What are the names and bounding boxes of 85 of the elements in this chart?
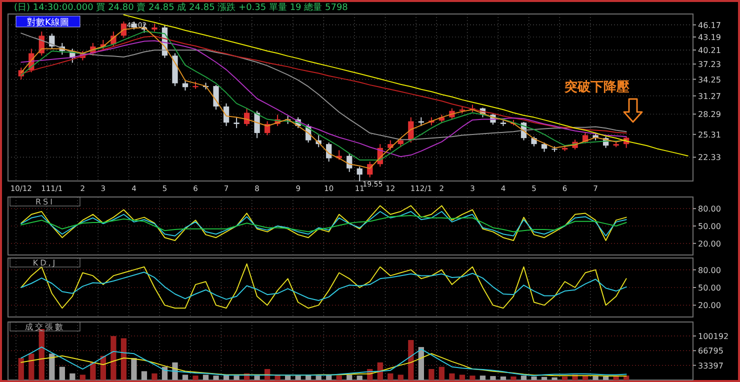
line-series: [123, 14, 688, 156]
candlestick: [326, 142, 332, 162]
line-series: [20, 272, 627, 301]
bar: [202, 374, 209, 380]
bar: [388, 373, 394, 380]
y-tick-label: 20.00: [698, 239, 721, 248]
bar: [592, 376, 598, 380]
y-tick-label: 40.21: [698, 46, 721, 56]
bar: [90, 362, 96, 380]
y-tick-label: 66795: [698, 346, 724, 356]
bar: [152, 373, 158, 380]
y-tick-label: 33397: [698, 361, 724, 370]
candlestick: [213, 84, 219, 110]
bar: [613, 376, 619, 380]
bar: [541, 376, 548, 380]
bar: [602, 376, 609, 380]
bar: [80, 374, 86, 380]
bar: [398, 374, 404, 380]
bar: [449, 373, 455, 380]
bar: [500, 376, 506, 380]
bar: [120, 338, 127, 380]
y-tick-label: 22.33: [698, 153, 721, 162]
y-tick-label: 25.31: [698, 130, 721, 140]
y-tick-label: 100192: [698, 332, 729, 341]
bar: [254, 376, 260, 380]
bar: [141, 371, 148, 380]
bar: [470, 376, 476, 380]
candlestick: [49, 33, 55, 50]
bar: [480, 376, 486, 380]
bar: [192, 376, 198, 380]
bar: [110, 336, 116, 380]
bar: [490, 376, 496, 380]
bar: [356, 376, 362, 380]
bar: [234, 376, 240, 380]
line-series: [20, 353, 627, 377]
line-series: [20, 211, 627, 236]
bar: [316, 376, 322, 380]
y-tick-label: 80.00: [698, 266, 721, 275]
y-tick-label: 20.00: [698, 301, 721, 310]
bar: [38, 329, 44, 380]
bar: [408, 340, 414, 380]
y-tick-label: 50.00: [698, 284, 721, 292]
y-tick-label: 37.23: [698, 60, 721, 70]
line-series: [20, 346, 627, 376]
bar: [182, 374, 188, 380]
bar: [438, 366, 445, 380]
y-tick-label: 80.00: [698, 204, 721, 214]
bar: [531, 376, 537, 380]
text: 對數K線圖: [27, 17, 69, 28]
chart-title: KD,J: [32, 258, 58, 268]
bar: [295, 376, 301, 380]
y-tick-label: 31.27: [698, 92, 721, 101]
annotation: 突破下降壓: [564, 79, 630, 95]
bar: [18, 358, 24, 380]
candlestick: [356, 166, 362, 182]
bar: [336, 376, 342, 380]
chart-subtitle: (日) 14:30:00.000 買 24.80 賣 24.85 成 24.85 漲跌 +0.35 單量 19 總量 5798: [14, 2, 348, 13]
bar: [562, 376, 568, 380]
bar: [70, 373, 76, 380]
bar: [131, 358, 137, 380]
y-tick-label: 50.00: [698, 222, 721, 231]
bar: [346, 374, 352, 380]
bar: [552, 377, 558, 380]
line-series: [20, 205, 627, 241]
chart-title: RSI: [36, 198, 54, 206]
y-tick-label: 28.29: [698, 110, 721, 120]
bar: [28, 354, 34, 380]
bar: [418, 347, 424, 380]
candlestick: [531, 136, 537, 147]
y-tick-label: 46.17: [698, 20, 721, 30]
bar: [59, 366, 65, 380]
line-series: [20, 215, 627, 232]
bar: [213, 376, 219, 380]
bar: [377, 362, 383, 380]
chart-title: 成交張數: [25, 322, 65, 332]
y-tick-label: 43.19: [698, 33, 721, 42]
bar: [285, 376, 291, 380]
bar: [428, 369, 434, 380]
y-tick-label: 34.25: [698, 75, 721, 84]
candlestick: [254, 110, 260, 139]
bar: [510, 376, 516, 380]
bar: [459, 374, 466, 380]
bar: [520, 376, 527, 380]
candlestick: [234, 116, 240, 129]
bar: [49, 354, 55, 380]
